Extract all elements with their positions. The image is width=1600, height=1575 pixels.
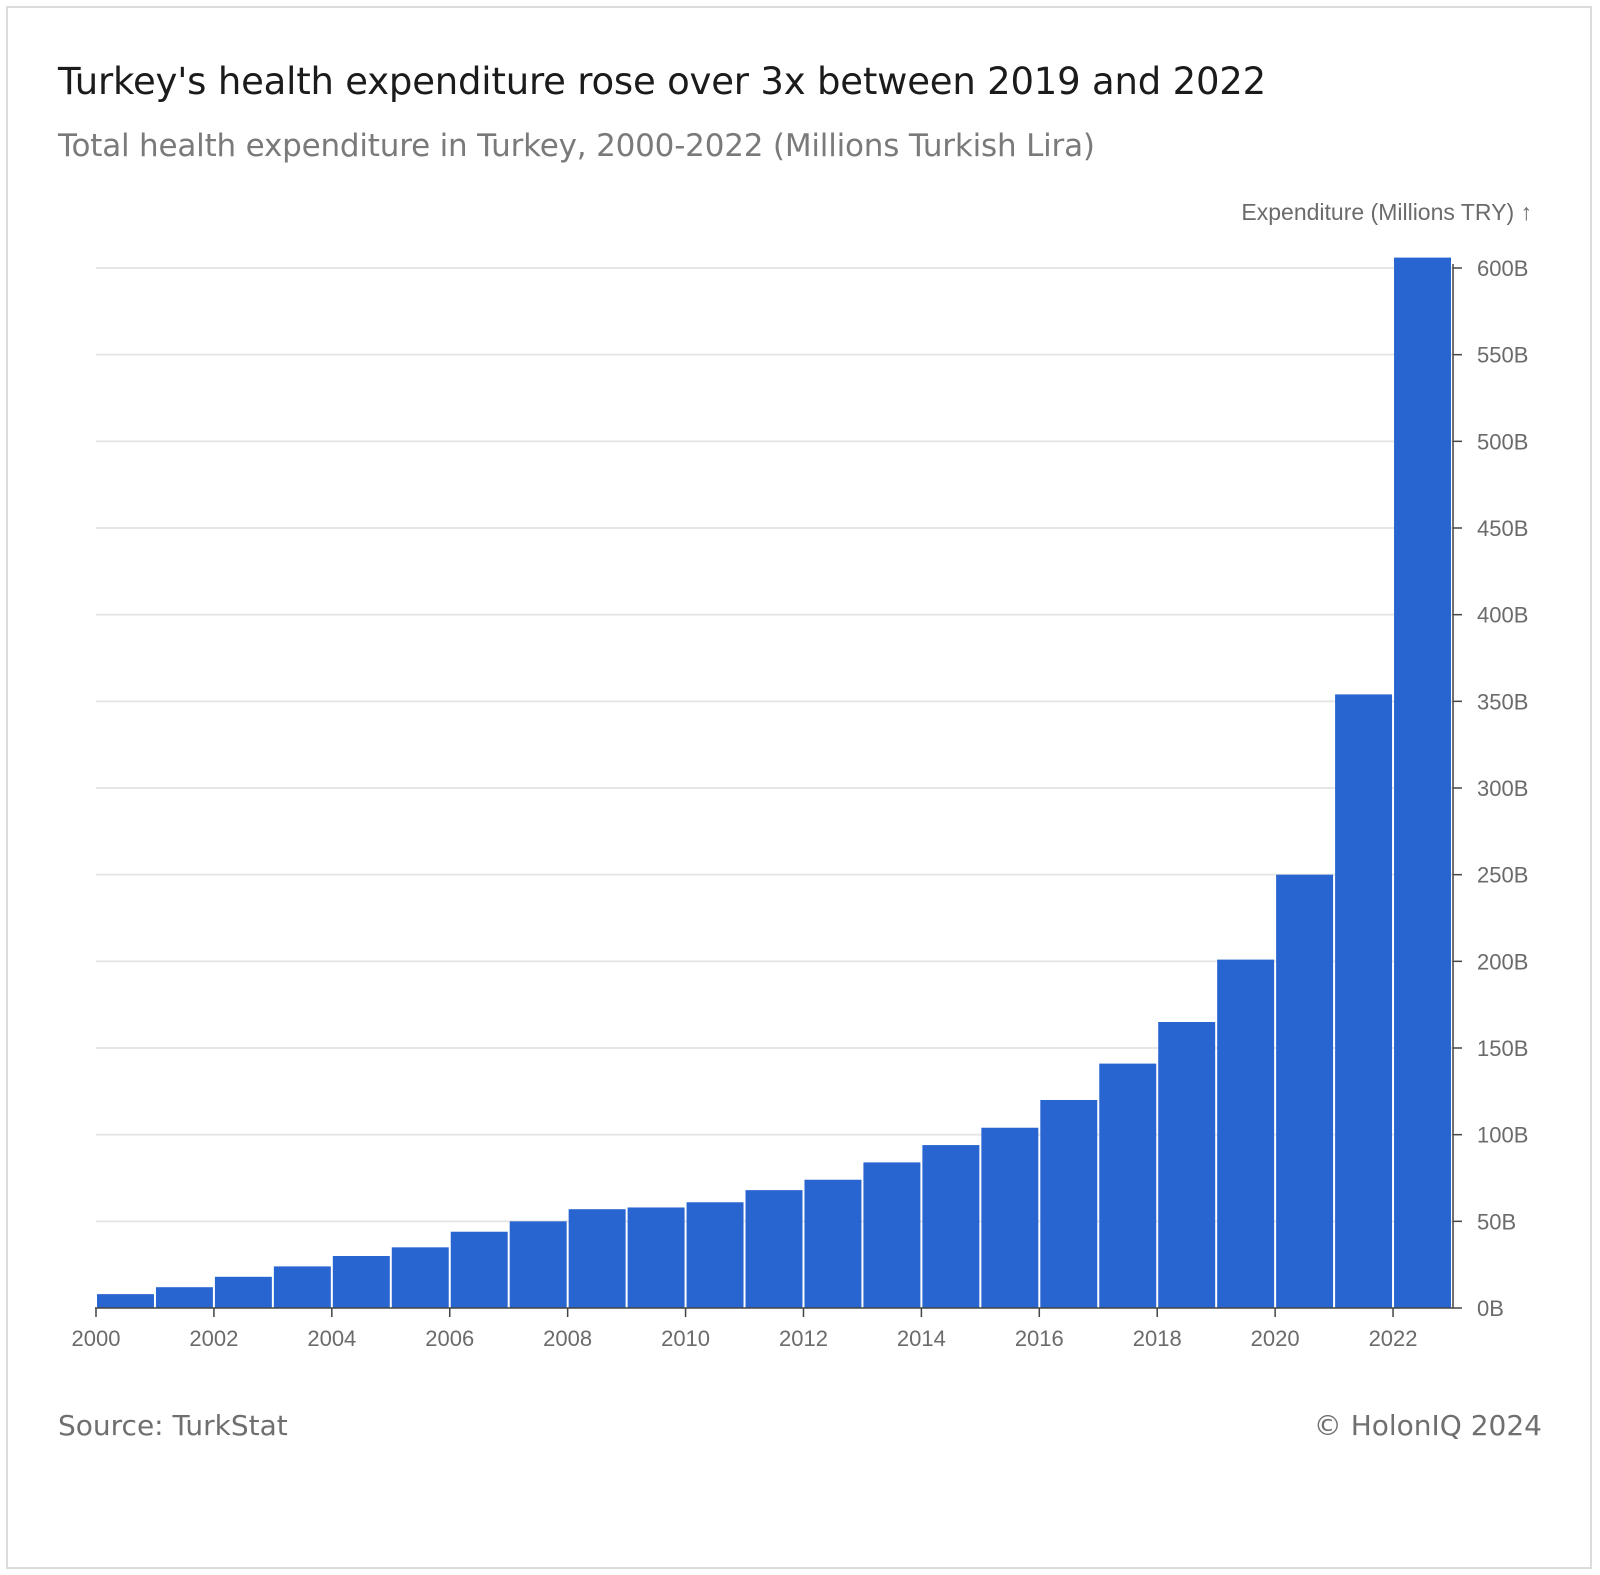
- y-axis-label: Expenditure (Millions TRY) ↑: [1241, 199, 1532, 225]
- bar-2017: [1099, 1063, 1157, 1308]
- y-tick-label: 550B: [1477, 343, 1528, 368]
- y-tick-label: 0B: [1477, 1296, 1504, 1321]
- bar-2022: [1394, 257, 1451, 1309]
- bar-2004: [332, 1256, 390, 1308]
- y-tick-label: 300B: [1477, 776, 1528, 801]
- bar-2002: [214, 1276, 272, 1308]
- y-tick-label: 150B: [1477, 1036, 1528, 1061]
- bar-2016: [1040, 1100, 1098, 1308]
- copyright-note: © HolonIQ 2024: [1313, 1409, 1542, 1442]
- x-tick-label: 2018: [1133, 1326, 1182, 1351]
- axes: 0B 50B 100B 150B 200B 250B 300B 350B 400B 450B 500…: [72, 256, 1529, 1351]
- y-tick-label: 500B: [1477, 429, 1528, 454]
- bar-2019: [1217, 959, 1275, 1308]
- bar-2018: [1158, 1022, 1216, 1308]
- bars: [97, 257, 1451, 1309]
- y-tick-label: 450B: [1477, 516, 1528, 541]
- x-tick-label: 2002: [189, 1326, 238, 1351]
- x-tick-label: 2012: [779, 1326, 828, 1351]
- y-tick-label: 50B: [1477, 1209, 1516, 1234]
- bar-2000: [97, 1294, 154, 1308]
- bar-2015: [981, 1127, 1039, 1308]
- chart-subtitle: Total health expenditure in Turkey, 2000…: [58, 128, 1095, 164]
- bar-2012: [804, 1179, 862, 1308]
- x-tick-label: 2008: [543, 1326, 592, 1351]
- bar-2011: [745, 1190, 803, 1308]
- y-tick-label: 350B: [1477, 689, 1528, 714]
- y-tick-label: 200B: [1477, 949, 1528, 974]
- x-tick-label: 2022: [1369, 1326, 1418, 1351]
- bar-2007: [509, 1221, 567, 1308]
- bar-2013: [863, 1162, 921, 1308]
- bar-2008: [568, 1209, 626, 1308]
- x-tick-label: 2010: [661, 1326, 710, 1351]
- y-tick-label: 100B: [1477, 1123, 1528, 1148]
- source-note: Source: TurkStat: [58, 1409, 288, 1442]
- y-tick-label: 250B: [1477, 863, 1528, 888]
- bar-2003: [273, 1266, 331, 1308]
- bar-2001: [155, 1287, 213, 1308]
- x-tick-label: 2020: [1251, 1326, 1300, 1351]
- bar-2005: [391, 1247, 449, 1308]
- y-tick-label: 400B: [1477, 603, 1528, 628]
- bar-2014: [922, 1145, 980, 1308]
- x-tick-label: 2016: [1015, 1326, 1064, 1351]
- bar-2021: [1335, 694, 1393, 1308]
- x-tick-label: 2014: [897, 1326, 946, 1351]
- bar-2009: [627, 1207, 685, 1308]
- bar-2006: [450, 1231, 508, 1308]
- x-tick-label: 2000: [72, 1326, 121, 1351]
- bar-2020: [1276, 874, 1334, 1308]
- bar-2010: [686, 1202, 744, 1308]
- x-tick-label: 2006: [425, 1326, 474, 1351]
- x-tick-label: 2004: [307, 1326, 356, 1351]
- chart-title: Turkey's health expenditure rose over 3x…: [58, 60, 1266, 103]
- y-tick-label: 600B: [1477, 256, 1528, 281]
